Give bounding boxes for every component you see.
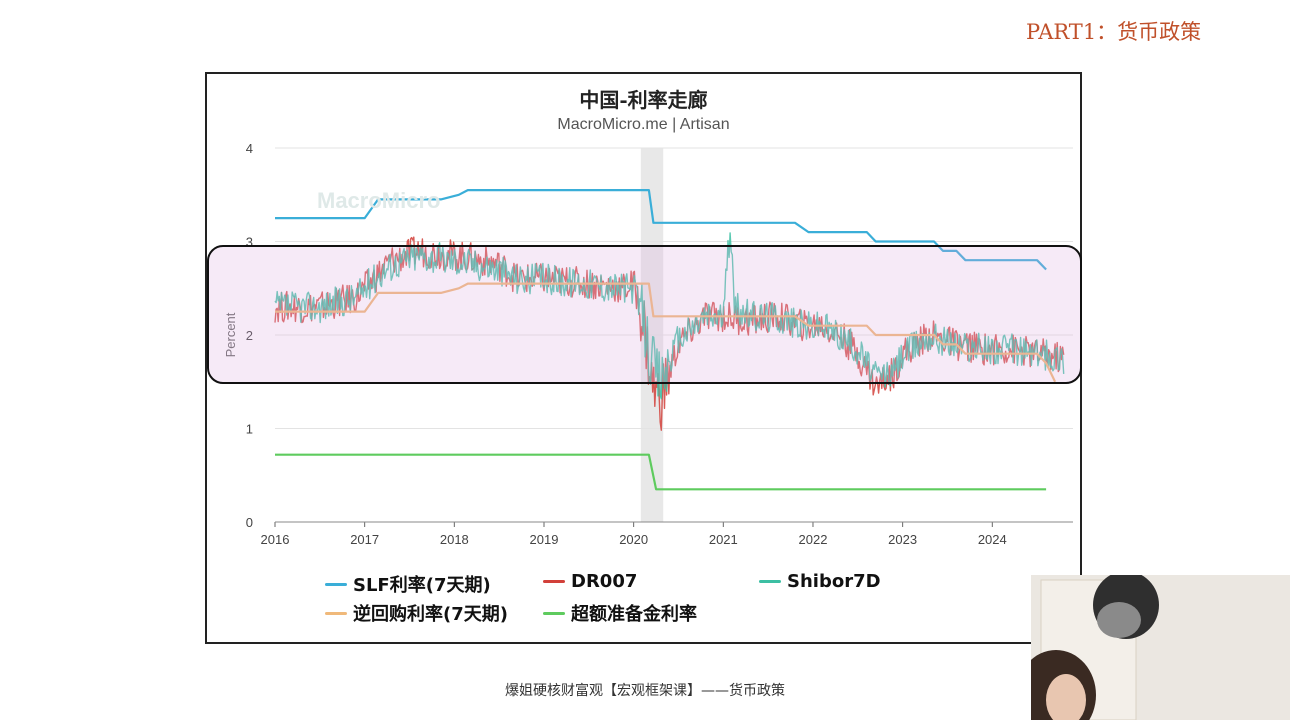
webcam-overlay — [1031, 575, 1290, 720]
legend-item[interactable]: 逆回购利率(7天期) — [325, 600, 508, 626]
x-tick-label: 2021 — [709, 532, 738, 547]
legend-swatch — [543, 580, 565, 583]
presenter-video — [1031, 575, 1290, 720]
legend-label: Shibor7D — [787, 571, 881, 592]
legend-swatch — [325, 582, 347, 586]
x-tick-label: 2019 — [530, 532, 559, 547]
y-tick-label: 2 — [246, 328, 253, 343]
highlight-box — [207, 245, 1082, 384]
watermark-logo: MacroMicro — [317, 188, 441, 213]
x-tick-label: 2016 — [261, 532, 290, 547]
legend-item[interactable]: DR007 — [543, 571, 637, 592]
x-tick-label: 2022 — [799, 532, 828, 547]
legend-swatch — [543, 611, 565, 615]
legend-label: 逆回购利率(7天期) — [353, 604, 508, 625]
chart-subtitle: MacroMicro.me | Artisan — [557, 116, 730, 133]
legend-label: SLF利率(7天期) — [353, 575, 491, 596]
chart-plot: 0 1 2 3 4 2016 2017 2018 2019 2020 2021 2022 2023 202… — [223, 141, 1073, 547]
series-line-2 — [274, 232, 1065, 400]
legend-label: 超额准备金利率 — [571, 604, 697, 625]
x-tick-label: 2023 — [888, 532, 917, 547]
part-title: PART1：货币政策 — [1026, 20, 1202, 44]
y-tick-label: 3 — [246, 235, 253, 250]
x-tick-label: 2018 — [440, 532, 469, 547]
y-tick-label: 4 — [246, 141, 253, 156]
x-tick-label: 2017 — [350, 532, 379, 547]
x-tick-label: 2020 — [619, 532, 648, 547]
y-tick-label: 1 — [246, 422, 253, 437]
chart-title: 中国-利率走廊 — [579, 88, 708, 112]
series-line-4 — [275, 453, 1047, 491]
series-line-3 — [275, 282, 1057, 383]
slide-footer: 爆姐硬核财富观【宏观框架课】——货币政策 — [505, 683, 785, 699]
series-line-0 — [275, 189, 1047, 271]
legend-item[interactable]: SLF利率(7天期) — [325, 571, 491, 597]
y-axis-label: Percent — [223, 312, 238, 357]
legend-item[interactable]: 超额准备金利率 — [543, 600, 697, 626]
x-tick-label: 2024 — [978, 532, 1007, 547]
y-tick-label: 0 — [246, 515, 253, 530]
chart-frame: 中国-利率走廊 MacroMicro.me | Artisan 0 1 2 3 4 201… — [205, 72, 1082, 644]
legend-swatch — [759, 580, 781, 583]
legend-swatch — [325, 611, 347, 615]
legend-label: DR007 — [571, 571, 638, 592]
legend-item[interactable]: Shibor7D — [759, 571, 881, 592]
